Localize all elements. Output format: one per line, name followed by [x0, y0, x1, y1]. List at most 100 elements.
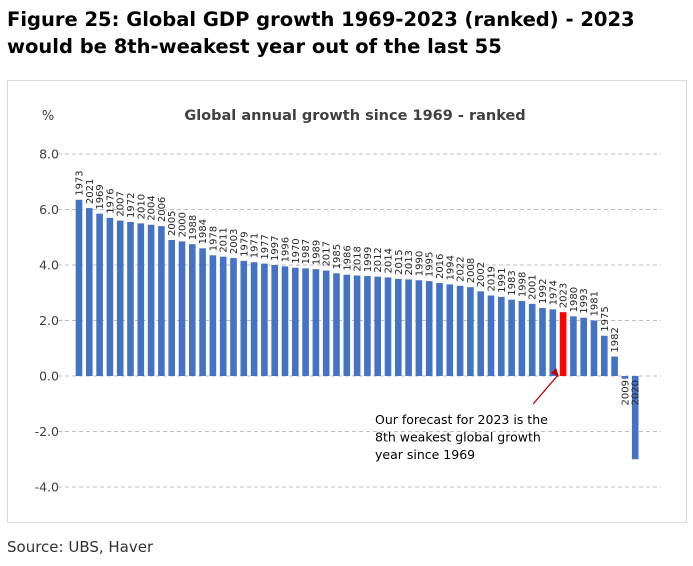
category-labels: 1973 2021 1969 1976 2007 1972 2010 2004 20062005…	[75, 170, 642, 405]
category-label-1981: 1981	[590, 291, 601, 316]
bar-1994	[446, 284, 454, 376]
category-label-1978: 1978	[208, 226, 219, 251]
bar-1996	[281, 266, 289, 376]
bars	[75, 199, 639, 460]
bar-1978	[209, 255, 217, 376]
bar-2007	[116, 220, 124, 376]
bar-2000	[178, 241, 186, 376]
bar-1981	[590, 320, 598, 376]
bar-2014	[384, 277, 392, 376]
category-label-1982: 1982	[610, 327, 621, 352]
bar-1985	[333, 273, 340, 376]
category-label-1997: 1997	[270, 236, 281, 261]
bar-1991	[498, 296, 505, 376]
bar-1974	[549, 309, 557, 376]
category-label-2019: 2019	[487, 266, 498, 291]
bar-2022	[456, 285, 464, 376]
chart-title: Global annual growth since 1969 - ranked	[184, 108, 525, 124]
bar-1986	[343, 274, 351, 376]
bar-1975	[601, 335, 608, 376]
category-label-2017: 2017	[322, 241, 333, 266]
category-label-2022: 2022	[456, 256, 467, 281]
chart-frame: Global annual growth since 1969 - ranked…	[7, 80, 687, 523]
bar-1993	[580, 317, 587, 376]
bar-1982	[611, 356, 618, 376]
bar-2005	[168, 240, 175, 376]
bar-1980	[570, 316, 577, 376]
category-label-1972: 1972	[126, 193, 137, 218]
bar-1990	[415, 280, 423, 376]
bar-highlight-2023	[559, 312, 567, 376]
category-label-1974: 1974	[548, 280, 559, 305]
bar-1988	[189, 244, 196, 376]
bar-2013	[405, 279, 412, 376]
category-label-2005: 2005	[167, 211, 178, 236]
annotation-arrow-line	[532, 374, 559, 405]
category-label-1985: 1985	[332, 244, 343, 269]
annotation-arrow-head	[551, 368, 560, 377]
y-tick-label: 4.0	[39, 258, 59, 273]
bar-2006	[158, 226, 165, 376]
category-label-2002: 2002	[476, 262, 487, 287]
category-label-2001: 2001	[528, 274, 539, 299]
bar-2003	[230, 258, 237, 376]
bar-2002	[477, 291, 484, 376]
y-tick-label: -4.0	[35, 480, 59, 495]
category-label-2010: 2010	[136, 194, 147, 219]
category-label-2020: 2020	[631, 380, 642, 405]
category-label-2023: 2023	[559, 283, 570, 308]
figure-title-line-1: Figure 25: Global GDP growth 1969-2023 (…	[7, 8, 635, 31]
figure-title: Figure 25: Global GDP growth 1969-2023 (…	[7, 6, 687, 60]
y-tick-label: 0.0	[39, 369, 59, 384]
bar-1997	[271, 265, 278, 376]
forecast-annotation: Our forecast for 2023 is the 8th weakest …	[375, 368, 560, 462]
bar-2019	[487, 295, 495, 376]
category-label-1973: 1973	[75, 170, 86, 195]
source-note: Source: UBS, Haver	[7, 538, 154, 556]
category-label-1998: 1998	[517, 272, 528, 297]
category-label-1988: 1988	[188, 215, 199, 240]
bar-1979	[240, 260, 248, 376]
category-label-1990: 1990	[414, 251, 425, 276]
bar-2001	[528, 303, 536, 376]
category-label-1994: 1994	[445, 255, 456, 280]
bar-1998	[518, 301, 526, 376]
category-label-1970: 1970	[291, 238, 302, 263]
category-label-1995: 1995	[425, 252, 436, 277]
category-label-2018: 2018	[353, 246, 364, 271]
bar-1999	[364, 276, 371, 376]
bar-2012	[374, 276, 381, 376]
category-label-2016: 2016	[435, 254, 446, 279]
y-axis-unit-label: %	[42, 109, 54, 124]
bar-2017	[322, 270, 330, 376]
category-label-1984: 1984	[198, 219, 209, 244]
category-label-1993: 1993	[579, 288, 590, 313]
y-tick-label: -2.0	[35, 424, 59, 439]
annotation-text-line: year since 1969	[375, 447, 475, 462]
bar-chart: Global annual growth since 1969 - ranked…	[35, 108, 661, 495]
category-label-1977: 1977	[260, 234, 271, 259]
category-label-1979: 1979	[239, 231, 250, 256]
annotation-text-line: Our forecast for 2023 is the	[375, 412, 548, 427]
figure-title-line-2: would be 8th-weakest year out of the las…	[7, 35, 502, 58]
category-label-2004: 2004	[147, 195, 158, 220]
category-label-2014: 2014	[384, 248, 395, 273]
category-label-1975: 1975	[600, 306, 611, 331]
bar-1977	[261, 263, 268, 376]
category-label-2015: 2015	[394, 249, 405, 274]
bar-1971	[250, 262, 258, 376]
y-tick-label: 2.0	[39, 313, 59, 328]
bar-2004	[147, 224, 155, 376]
bar-2016	[436, 283, 443, 376]
category-label-2009: 2009	[620, 380, 631, 405]
bar-2010	[137, 223, 145, 376]
category-label-2006: 2006	[157, 197, 168, 222]
bar-1984	[199, 248, 206, 376]
bar-1995	[425, 281, 433, 376]
category-label-2021: 2021	[85, 179, 96, 204]
bar-2020	[631, 376, 639, 460]
category-label-2008: 2008	[466, 258, 477, 283]
bar-2015	[395, 278, 402, 376]
category-label-1969: 1969	[95, 184, 106, 209]
bar-2021	[86, 208, 93, 376]
